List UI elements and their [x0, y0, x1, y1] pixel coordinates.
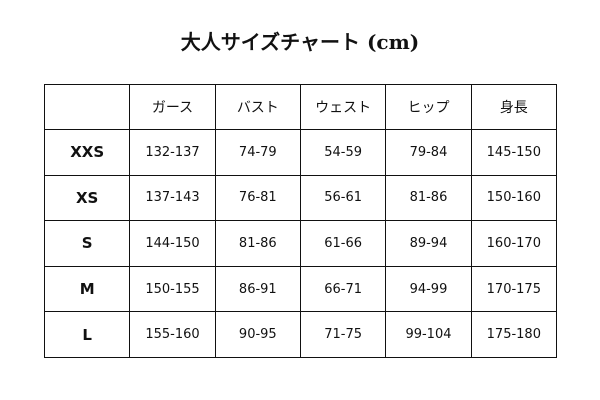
table-cell: 90-95 — [214, 311, 301, 358]
table-cell: 160-170 — [470, 220, 558, 267]
size-label: S — [43, 220, 131, 267]
size-label: M — [43, 265, 131, 313]
table-cell: 89-94 — [385, 220, 472, 267]
table-cell: 137-143 — [129, 174, 216, 222]
table-cell: 99-104 — [385, 311, 472, 358]
table-row: XS 137-143 76-81 56-61 81-86 150-160 — [43, 174, 558, 222]
table-cell: 170-175 — [470, 265, 558, 313]
column-header: ウェスト — [299, 84, 387, 130]
table-cell: 150-155 — [129, 265, 216, 313]
table-cell: 79-84 — [385, 129, 472, 176]
table-row: L 155-160 90-95 71-75 99-104 175-180 — [43, 311, 558, 358]
size-label: L — [43, 311, 131, 358]
size-table: ガース バスト ウェスト ヒップ 身長 XXS 132-137 74-79 54-59 79-8… — [43, 84, 558, 358]
table-cell: 81-86 — [385, 174, 472, 222]
table-cell: 150-160 — [470, 174, 558, 222]
table-cell: 81-86 — [214, 220, 301, 267]
table-row: S 144-150 81-86 61-66 89-94 160-170 — [43, 220, 558, 267]
table-cell: 155-160 — [129, 311, 216, 358]
table-cell: 175-180 — [470, 311, 558, 358]
table-cell: 94-99 — [385, 265, 472, 313]
table-body: XXS 132-137 74-79 54-59 79-84 145-150 XS 137-14… — [43, 129, 558, 358]
table-cell: 74-79 — [214, 129, 301, 176]
size-label: XXS — [43, 129, 131, 176]
table-row: M 150-155 86-91 66-71 94-99 170-175 — [43, 265, 558, 313]
table-cell: 61-66 — [299, 220, 387, 267]
size-label: XS — [43, 174, 131, 222]
title: 大人サイズチャート (cm) — [180, 30, 420, 54]
table-cell: 132-137 — [129, 129, 216, 176]
table-row: XXS 132-137 74-79 54-59 79-84 145-150 — [43, 129, 558, 176]
column-header: ガース — [129, 84, 216, 130]
header-row: ガース バスト ウェスト ヒップ 身長 — [43, 84, 558, 130]
column-header: バスト — [214, 84, 301, 130]
corner-cell — [43, 84, 131, 130]
table-head: ガース バスト ウェスト ヒップ 身長 — [43, 84, 558, 130]
table-cell: 71-75 — [299, 311, 387, 358]
column-header: 身長 — [470, 84, 558, 130]
table-cell: 86-91 — [214, 265, 301, 313]
table-cell: 54-59 — [299, 129, 387, 176]
column-header: ヒップ — [385, 84, 472, 130]
table-cell: 76-81 — [214, 174, 301, 222]
table-cell: 66-71 — [299, 265, 387, 313]
table-cell: 145-150 — [470, 129, 558, 176]
table-cell: 56-61 — [299, 174, 387, 222]
table-cell: 144-150 — [129, 220, 216, 267]
